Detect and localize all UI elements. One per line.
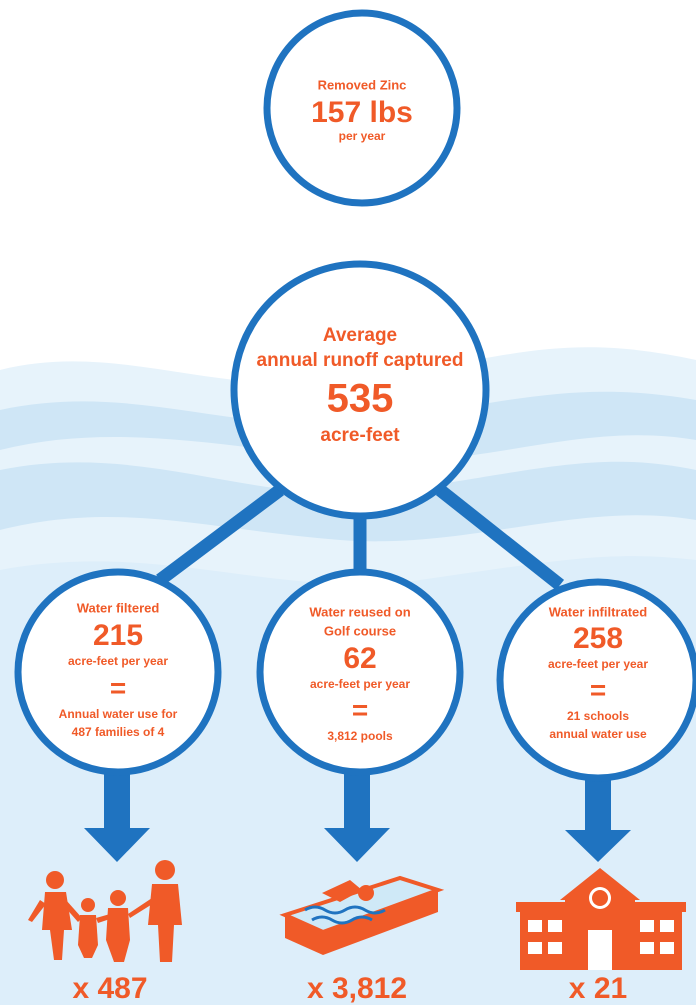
equivalent: 487 families of 4: [72, 725, 165, 739]
branch-unit: acre-feet per year: [68, 654, 168, 668]
arrows: [84, 770, 631, 862]
branch-unit: acre-feet per year: [310, 677, 410, 691]
top-label: Removed Zinc: [318, 77, 407, 92]
branch-label: Water reused on: [309, 604, 410, 619]
equivalent: annual water use: [549, 727, 647, 741]
equals: =: [110, 672, 126, 703]
branch-label: Water infiltrated: [549, 604, 648, 619]
branch-label: Water filtered: [77, 600, 160, 615]
equivalent: Annual water use for: [59, 707, 178, 721]
family-icon: [28, 860, 182, 962]
equivalent: 3,812 pools: [327, 729, 393, 743]
multiplier: x 21: [569, 972, 627, 1005]
multiplier: x 487: [72, 972, 147, 1005]
branch-label: Golf course: [324, 623, 396, 638]
multiplier: x 3,812: [307, 972, 407, 1005]
branch-value: 258: [573, 622, 623, 655]
pool-icon: [279, 875, 445, 955]
connector: [435, 484, 565, 591]
center-label: annual runoff captured: [257, 350, 464, 371]
equals: =: [352, 694, 368, 725]
top-value: 157 lbs: [311, 96, 413, 129]
school-icon: [516, 868, 686, 970]
center-circle: [230, 260, 490, 520]
center-label: Average: [323, 325, 397, 346]
center-value: 535: [327, 377, 394, 421]
branch-circle: [14, 568, 222, 776]
connector: [156, 484, 284, 586]
top-circle: [263, 9, 461, 207]
branch-unit: acre-feet per year: [548, 657, 648, 671]
branch-circle: [496, 578, 696, 782]
branch-circle: [256, 568, 464, 776]
branch-value: 62: [343, 642, 376, 675]
branch-value: 215: [93, 619, 143, 652]
top-unit: per year: [339, 129, 386, 143]
equals: =: [590, 674, 606, 705]
center-unit: acre-feet: [320, 425, 400, 446]
equivalent: 21 schools: [567, 709, 629, 723]
